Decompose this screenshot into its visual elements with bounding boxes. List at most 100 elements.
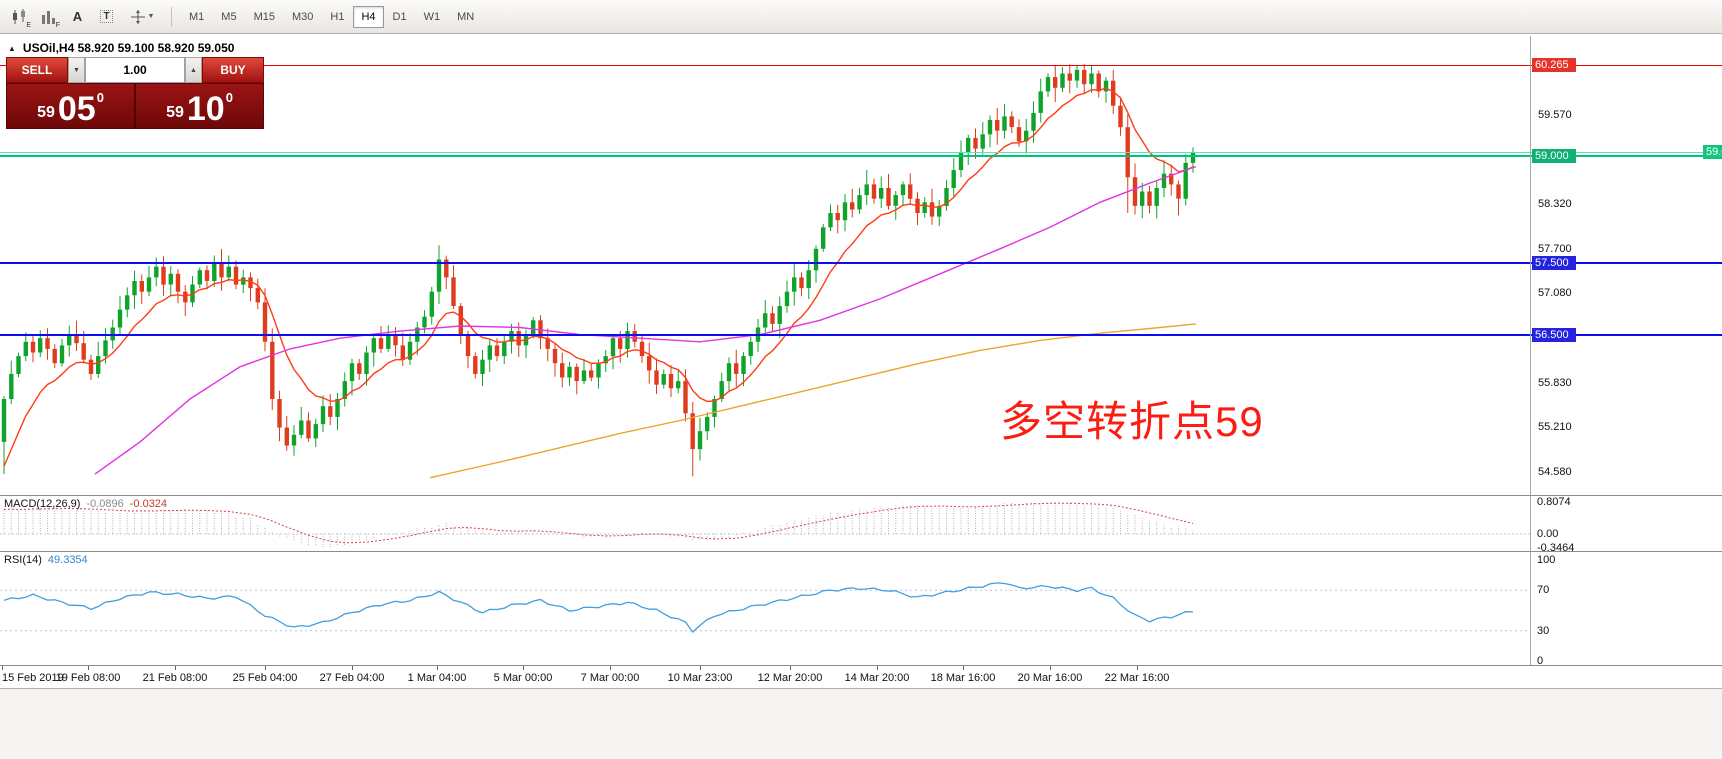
panel-separator[interactable] (0, 665, 1722, 666)
price-level-line[interactable] (0, 151, 1722, 153)
candle (212, 255, 217, 287)
timeframe-w1-button[interactable]: W1 (416, 6, 449, 28)
candle (30, 334, 36, 363)
price-level-line[interactable] (0, 64, 1722, 66)
candle (806, 260, 811, 299)
time-axis-label: 18 Mar 16:00 (930, 672, 996, 684)
timeframe-m5-button[interactable]: M5 (213, 6, 244, 28)
rsi-line (3, 582, 1194, 633)
price-axis-label: 57.080 (1538, 287, 1572, 300)
candle (465, 330, 471, 369)
candle (473, 352, 478, 379)
sell-button[interactable]: SELL (6, 57, 68, 83)
candle (88, 354, 94, 380)
buy-price-pips: 10 (186, 90, 225, 129)
timeframe-mn-button[interactable]: MN (449, 6, 482, 28)
buy-button[interactable]: BUY (202, 57, 264, 83)
panel-separator[interactable] (0, 495, 1722, 496)
sell-price[interactable]: 59 05 0 (7, 84, 134, 128)
time-axis-label: 5 Mar 00:00 (493, 672, 553, 684)
candle (299, 406, 304, 439)
timeframe-m30-button[interactable]: M30 (284, 6, 321, 28)
candle (581, 359, 587, 385)
time-axis-tick (877, 666, 878, 670)
time-axis-tick (963, 666, 964, 670)
one-click-trading-toggle-icon[interactable]: ▲ (8, 43, 16, 53)
price-level-line[interactable] (0, 262, 1722, 265)
candle (117, 296, 123, 335)
candle (777, 296, 782, 338)
candle (987, 115, 993, 148)
text-label-tool-button[interactable]: T (93, 5, 120, 29)
time-axis-label: 14 Mar 20:00 (844, 672, 910, 684)
insert-text-button[interactable]: A (64, 5, 91, 29)
candle (139, 274, 144, 304)
timeframe-h4-button[interactable]: H4 (353, 5, 384, 28)
candle (502, 335, 507, 364)
candle (792, 263, 797, 306)
candle (951, 157, 956, 197)
candle (784, 280, 790, 313)
timeframe-d1-button[interactable]: D1 (385, 6, 415, 28)
price-level-line[interactable] (0, 333, 1722, 336)
candle (560, 352, 565, 388)
rsi-label: RSI(14) 49.3354 (4, 554, 88, 566)
candle (1002, 104, 1007, 139)
volume-input[interactable] (85, 57, 185, 83)
candle (1053, 66, 1058, 102)
candle (734, 349, 739, 387)
candle (219, 249, 224, 291)
panel-separator[interactable] (0, 551, 1722, 552)
time-axis-label: 27 Feb 04:00 (319, 672, 385, 684)
time-axis-label: 21 Feb 08:00 (142, 672, 208, 684)
candle (81, 331, 86, 364)
candle (828, 204, 833, 232)
price-level-badge: 60.265 (1532, 58, 1576, 73)
timeframe-m1-button[interactable]: M1 (181, 6, 212, 28)
candlestick-chart-icon-button[interactable]: E (6, 5, 33, 29)
time-axis-tick (610, 666, 611, 670)
icon-sub-label: E (26, 21, 31, 29)
chart-annotation: 多空转折点59 (1000, 398, 1264, 445)
candle (850, 188, 855, 218)
candle (1089, 65, 1094, 93)
time-axis[interactable]: 15 Feb 2019 19 Feb 08:00 21 Feb 08:00 25 Fe… (0, 666, 1722, 688)
time-axis-label: 15 Feb 2019 (2, 672, 64, 684)
candle (407, 333, 413, 365)
volume-decrease-button[interactable]: ▼ (68, 57, 85, 83)
candle (676, 369, 681, 394)
time-axis-label: 22 Mar 16:00 (1104, 672, 1170, 684)
price-level-line[interactable] (0, 154, 1722, 157)
text-a-icon: A (72, 9, 83, 24)
candle (574, 363, 579, 395)
timeframe-h1-button[interactable]: H1 (322, 6, 352, 28)
candle (763, 300, 768, 333)
candle (661, 369, 666, 389)
macd-indicator-chart[interactable] (0, 496, 1530, 551)
icon-sub-label: F (55, 21, 60, 29)
time-axis-tick (523, 666, 524, 670)
candle (248, 272, 253, 302)
bar-chart-icon-button[interactable]: F (35, 5, 62, 29)
candle (386, 325, 391, 352)
candle (705, 412, 710, 440)
buy-price[interactable]: 59 10 0 (136, 84, 263, 128)
candle (697, 417, 703, 461)
candle (328, 394, 333, 426)
text-t-icon: T (100, 10, 113, 23)
candle (871, 178, 877, 204)
cursor-tool-button[interactable]: ▼ (122, 5, 162, 29)
candle (277, 390, 282, 442)
candle (190, 276, 195, 307)
rsi-axis-label: 100 (1537, 554, 1556, 566)
rsi-indicator-chart[interactable] (0, 552, 1530, 666)
candle (1045, 73, 1051, 97)
price-axis[interactable]: 60.265 59.000 57.500 56.500 59.570 58.320 57.7… (1530, 36, 1722, 666)
candle (204, 265, 210, 290)
candle (16, 352, 21, 378)
time-axis-label: 19 Feb 08:00 (55, 672, 121, 684)
volume-increase-button[interactable]: ▲ (185, 57, 202, 83)
candle (67, 325, 72, 357)
timeframe-m15-button[interactable]: M15 (246, 6, 283, 28)
candle (1147, 185, 1152, 214)
